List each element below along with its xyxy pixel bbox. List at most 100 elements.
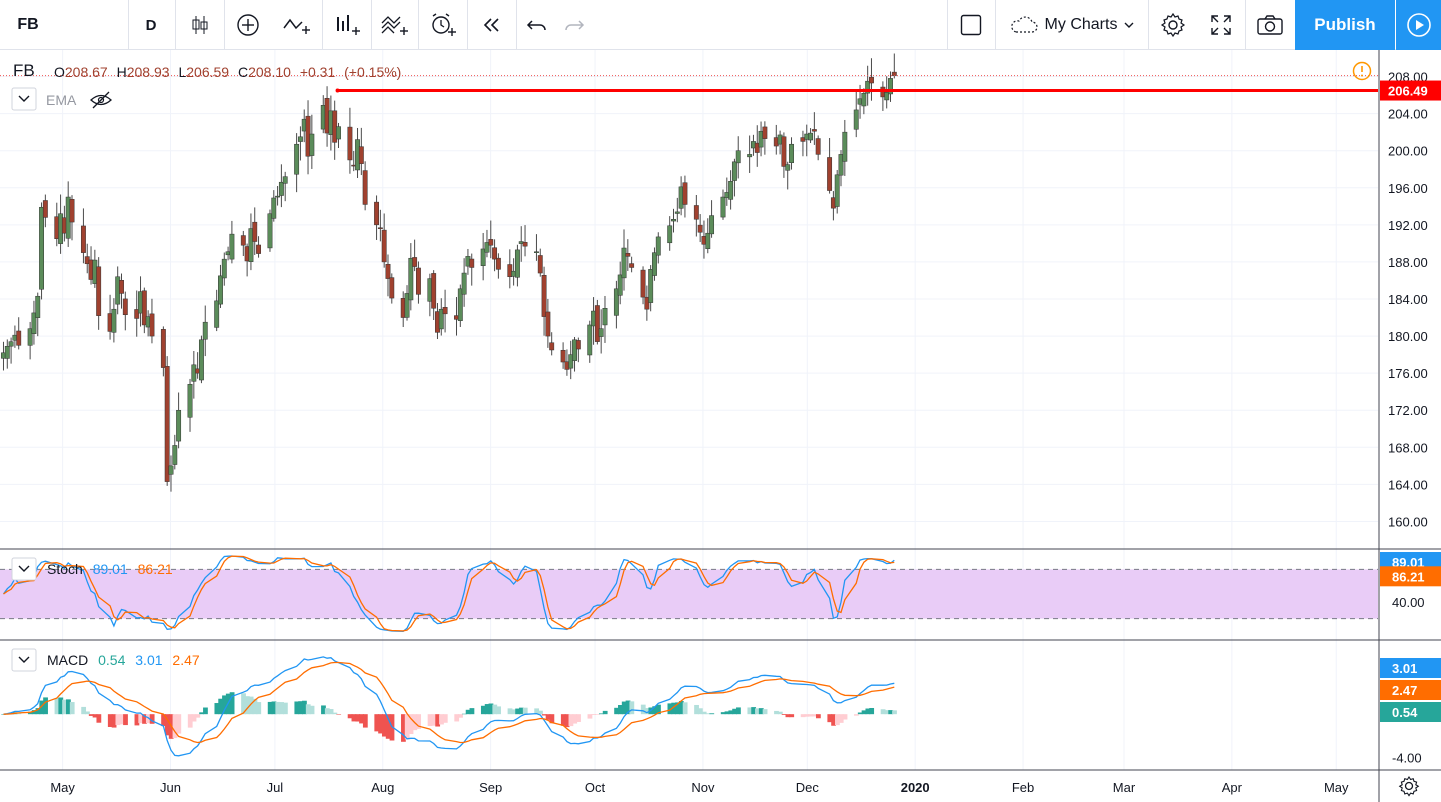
stoch-d-line xyxy=(3,555,895,632)
horizontal-line-anchor[interactable] xyxy=(335,88,340,93)
bar-style-button[interactable] xyxy=(176,0,224,50)
candle xyxy=(572,337,577,372)
candles xyxy=(1,53,897,492)
my-charts-button[interactable]: My Charts xyxy=(996,0,1148,50)
candle xyxy=(275,185,281,206)
macd-histogram-bar xyxy=(564,714,570,728)
macd-histogram-bar xyxy=(865,708,871,715)
interval-button[interactable]: D xyxy=(128,0,174,50)
macd-histogram-bar xyxy=(568,714,574,727)
macd-histogram-bar xyxy=(857,712,863,715)
candle xyxy=(613,280,619,329)
strategy-button[interactable] xyxy=(372,0,418,50)
settings-button[interactable] xyxy=(1149,0,1197,50)
macd-histogram-bar xyxy=(27,711,33,715)
divider xyxy=(418,0,419,50)
templates-button[interactable] xyxy=(323,0,371,50)
candle xyxy=(141,287,147,334)
ema-label: EMA xyxy=(46,92,77,108)
rewind-icon xyxy=(483,18,499,32)
candle xyxy=(625,239,631,271)
chart-area[interactable]: 160.00 164.00 168.00 172.00 176.00 180.00 184.… xyxy=(0,50,1441,802)
eye-hidden-icon[interactable] xyxy=(90,91,112,109)
candle xyxy=(176,392,182,449)
macd-histogram-bar xyxy=(187,714,193,728)
time-tick-label: Sep xyxy=(479,780,502,795)
candle xyxy=(693,195,699,237)
macd-histogram-bar xyxy=(271,701,277,715)
macd-signal-axis-label: 2.47 xyxy=(1392,683,1417,698)
candlestick-icon xyxy=(192,16,208,34)
macd-histogram-bar xyxy=(191,714,197,722)
fullscreen-button[interactable] xyxy=(1197,0,1245,50)
candle xyxy=(469,253,475,286)
snapshot-button[interactable] xyxy=(1246,0,1294,50)
macd-histogram-bar xyxy=(111,714,117,728)
macd-histogram-bar xyxy=(747,707,753,715)
indicators-button[interactable] xyxy=(272,0,322,50)
macd-histogram-bar xyxy=(431,714,437,726)
macd-histogram-bar xyxy=(488,703,494,715)
time-tick-label: May xyxy=(1324,780,1349,795)
macd-histogram-bar xyxy=(279,702,284,715)
macd-histogram-bar xyxy=(800,714,806,718)
compare-button[interactable] xyxy=(225,0,271,50)
macd-histogram-bar xyxy=(519,707,524,715)
stoch-band xyxy=(0,569,1378,619)
macd-histogram-bar xyxy=(107,714,113,727)
play-button[interactable] xyxy=(1396,0,1441,50)
macd-histogram-bar xyxy=(309,705,315,715)
publish-button[interactable]: Publish xyxy=(1295,0,1395,50)
macd-collapse-button[interactable] xyxy=(11,648,37,672)
macd-tick-label: -4.00 xyxy=(1392,750,1422,765)
ema-collapse-button[interactable] xyxy=(11,87,37,111)
time-tick-label: Jul xyxy=(267,780,284,795)
candle xyxy=(252,207,258,255)
candle xyxy=(644,285,650,321)
time-tick-label: Aug xyxy=(371,780,394,795)
open-label: O xyxy=(54,64,65,80)
replay-button[interactable] xyxy=(468,0,516,50)
layout-button[interactable] xyxy=(948,0,994,50)
macd-histogram-bar xyxy=(625,700,631,715)
time-axis: May Jun Jul Aug Sep Oct Nov Dec 2020 Feb Mar Apr May xyxy=(50,780,1349,795)
candle xyxy=(697,214,703,243)
candle xyxy=(267,209,273,252)
alarm-clock-plus-icon xyxy=(432,13,456,36)
macd-axis-badge xyxy=(1380,658,1441,678)
stoch-collapse-button[interactable] xyxy=(11,557,37,581)
change-pct: (+0.15%) xyxy=(344,64,401,80)
alert-button[interactable] xyxy=(419,0,467,50)
macd-histogram-bar xyxy=(511,709,517,715)
macd-histogram-bar xyxy=(484,704,490,715)
candle xyxy=(484,229,490,258)
candle xyxy=(431,270,437,321)
price-tick-label: 164.00 xyxy=(1388,477,1428,492)
undo-button[interactable] xyxy=(517,0,557,50)
candle xyxy=(4,339,10,369)
candle xyxy=(168,455,174,492)
warning-icon[interactable] xyxy=(1352,61,1372,81)
candle xyxy=(834,170,840,214)
horizontal-line[interactable] xyxy=(0,75,1378,93)
candle xyxy=(96,257,102,330)
price-tick-label: 188.00 xyxy=(1388,255,1428,270)
candle xyxy=(640,266,646,305)
macd-histogram-bar xyxy=(241,693,246,715)
divider xyxy=(516,0,517,50)
divider xyxy=(1245,0,1246,50)
macd-histogram-bar xyxy=(248,696,254,715)
price-tick-label: 172.00 xyxy=(1388,403,1428,418)
macd-histogram-bar xyxy=(572,714,578,724)
macd-histogram-bar xyxy=(401,714,406,742)
candle xyxy=(457,284,463,327)
symbol-search-button[interactable]: FB xyxy=(0,0,56,50)
macd-histogram-bar xyxy=(789,714,795,718)
candle xyxy=(385,254,391,297)
redo-button[interactable] xyxy=(556,0,592,50)
candle xyxy=(827,138,833,194)
axis-settings-icon[interactable] xyxy=(1398,775,1420,797)
macd-histogram-bar xyxy=(176,714,182,734)
stoch-k-value: 89.01 xyxy=(93,561,128,577)
candle xyxy=(545,298,551,348)
